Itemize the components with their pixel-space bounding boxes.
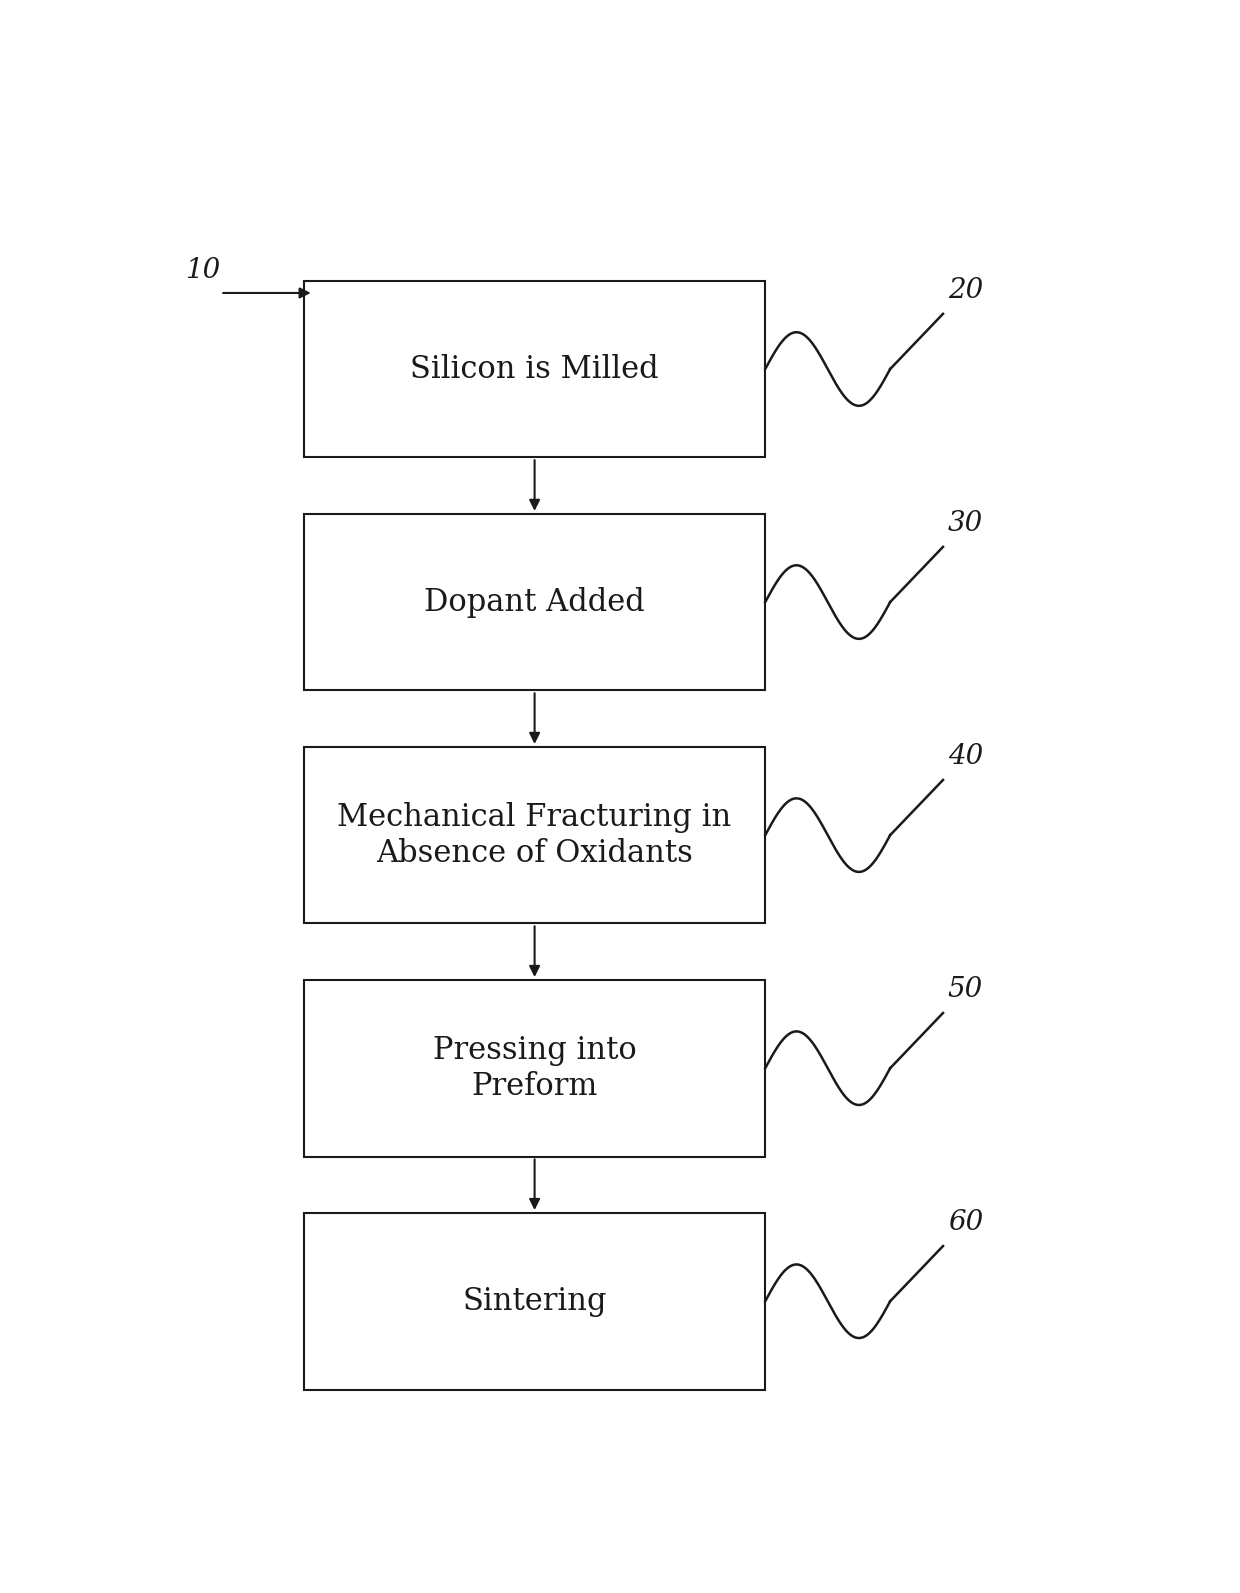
Text: Pressing into
Preform: Pressing into Preform [433,1035,636,1102]
Text: 40: 40 [947,742,983,769]
Text: 60: 60 [947,1209,983,1236]
Text: Silicon is Milled: Silicon is Milled [410,354,658,384]
Text: 20: 20 [947,277,983,304]
FancyBboxPatch shape [304,747,765,924]
Text: 30: 30 [947,510,983,537]
Text: Sintering: Sintering [463,1286,606,1317]
FancyBboxPatch shape [304,515,765,690]
Text: Dopant Added: Dopant Added [424,586,645,618]
FancyBboxPatch shape [304,1212,765,1389]
Text: Mechanical Fracturing in
Absence of Oxidants: Mechanical Fracturing in Absence of Oxid… [337,801,732,868]
Text: 10: 10 [186,258,221,285]
Text: 50: 50 [947,977,983,1004]
FancyBboxPatch shape [304,280,765,457]
FancyBboxPatch shape [304,980,765,1157]
